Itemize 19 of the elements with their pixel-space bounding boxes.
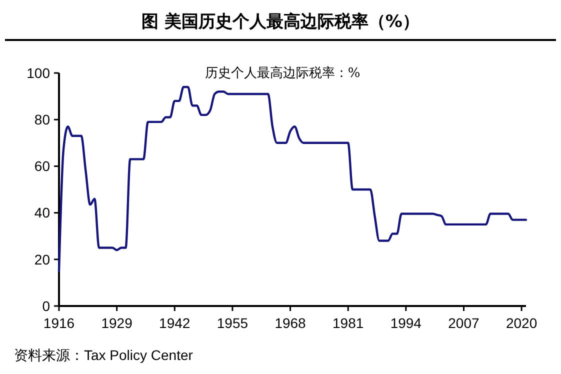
x-tick-label: 1916 bbox=[43, 315, 75, 331]
text: 资料来源：Tax Policy Center bbox=[14, 347, 194, 363]
chart-title: 图 美国历史个人最高边际税率（%） bbox=[142, 12, 420, 32]
y-tick-label: 40 bbox=[34, 204, 50, 221]
y-tick-label: 0 bbox=[42, 298, 50, 314]
x-tick-label: 1955 bbox=[216, 315, 248, 331]
x-tick-label: 1968 bbox=[274, 315, 306, 331]
x-tick-label: 2020 bbox=[506, 315, 538, 331]
x-tick-label: 1994 bbox=[390, 315, 422, 331]
y-tick-label: 60 bbox=[34, 158, 50, 174]
x-tick-label: 1942 bbox=[159, 315, 190, 331]
x-tick-label: 1981 bbox=[332, 315, 364, 331]
y-tick-label: 80 bbox=[34, 112, 50, 128]
y-tick-label: 100 bbox=[26, 64, 50, 81]
x-tick-label: 2007 bbox=[448, 315, 480, 331]
x-tick-label: 1929 bbox=[101, 315, 133, 331]
y-tick-label: 20 bbox=[34, 251, 50, 268]
annotation: 历史个人最高边际税率：% bbox=[204, 65, 360, 81]
line-series bbox=[58, 86, 528, 272]
